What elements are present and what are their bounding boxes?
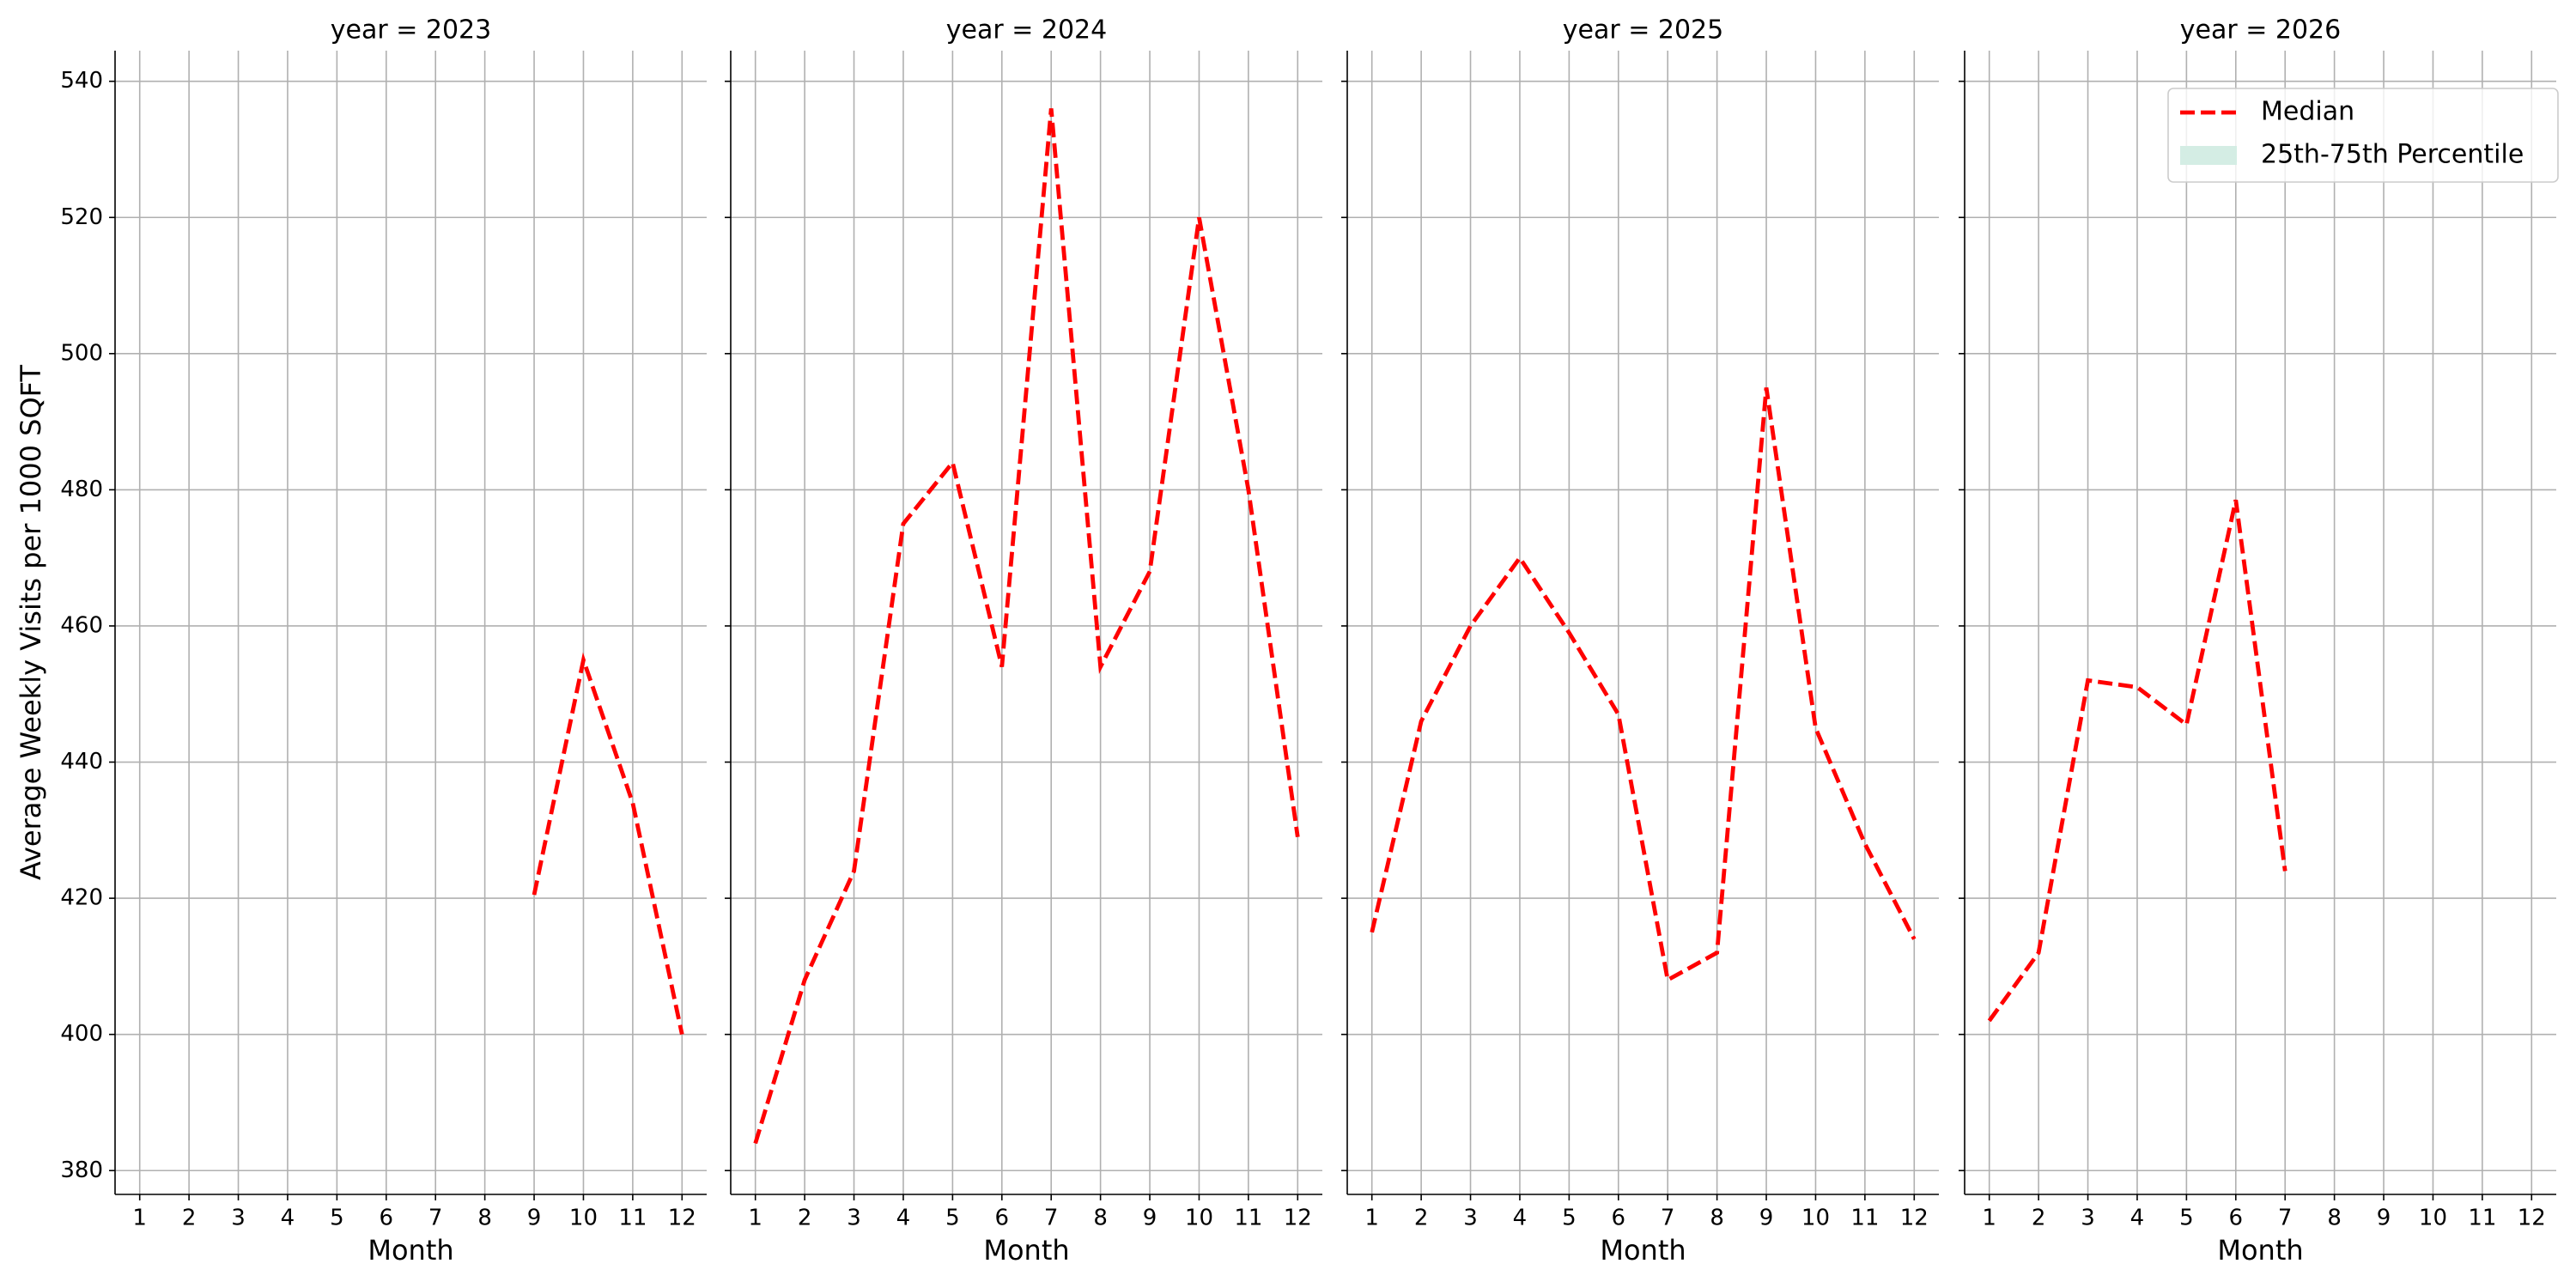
x-tick-label: 11 <box>618 1206 647 1231</box>
x-axis-label: Month <box>983 1234 1069 1267</box>
x-tick-label: 5 <box>945 1206 960 1231</box>
x-tick-label: 10 <box>1185 1206 1213 1231</box>
legend-label: Median <box>2261 97 2354 127</box>
x-tick-label: 7 <box>1661 1206 1675 1231</box>
y-tick-label: 540 <box>60 68 103 94</box>
x-tick-label: 1 <box>1982 1206 1996 1231</box>
x-tick-label: 11 <box>1234 1206 1262 1231</box>
y-tick-label: 440 <box>60 749 103 775</box>
y-tick-label: 420 <box>60 885 103 911</box>
x-tick-label: 10 <box>569 1206 598 1231</box>
y-tick-label: 500 <box>60 340 103 366</box>
x-tick-label: 11 <box>1850 1206 1879 1231</box>
x-tick-label: 10 <box>2419 1206 2447 1231</box>
x-tick-label: 8 <box>1710 1206 1724 1231</box>
x-tick-label: 4 <box>1513 1206 1528 1231</box>
x-tick-label: 3 <box>231 1206 246 1231</box>
x-tick-label: 6 <box>995 1206 1010 1231</box>
x-tick-label: 1 <box>132 1206 147 1231</box>
x-tick-label: 9 <box>2377 1206 2391 1231</box>
median-line <box>1987 499 2287 1023</box>
panel-title: year = 2026 <box>2180 15 2342 46</box>
x-axis-label: Month <box>1600 1234 1686 1267</box>
median-line <box>753 108 1300 1145</box>
median-line <box>532 652 684 1036</box>
legend-box <box>2167 88 2559 183</box>
x-tick-label: 5 <box>1562 1206 1577 1231</box>
x-tick-label: 6 <box>380 1206 394 1231</box>
x-tick-label: 9 <box>527 1206 542 1231</box>
median-line <box>1370 387 1917 983</box>
x-tick-label: 4 <box>281 1206 295 1231</box>
panel-title: year = 2025 <box>1563 15 1724 46</box>
x-tick-label: 7 <box>2278 1206 2293 1231</box>
y-tick-label: 380 <box>60 1157 103 1183</box>
legend-swatch <box>2180 146 2237 165</box>
x-tick-label: 4 <box>896 1206 911 1231</box>
x-tick-label: 3 <box>847 1206 861 1231</box>
x-tick-label: 6 <box>1612 1206 1626 1231</box>
x-tick-label: 1 <box>748 1206 762 1231</box>
x-tick-label: 8 <box>1093 1206 1108 1231</box>
panel-title: year = 2024 <box>946 15 1108 46</box>
x-tick-label: 9 <box>1759 1206 1774 1231</box>
x-tick-label: 11 <box>2468 1206 2496 1231</box>
x-tick-label: 4 <box>2130 1206 2145 1231</box>
legend-label: 25th-75th Percentile <box>2261 140 2524 170</box>
x-axis-label: Month <box>368 1234 453 1267</box>
x-tick-label: 7 <box>1044 1206 1059 1231</box>
x-tick-label: 8 <box>477 1206 492 1231</box>
x-tick-label: 3 <box>2081 1206 2095 1231</box>
x-tick-label: 7 <box>428 1206 443 1231</box>
x-tick-label: 12 <box>2518 1206 2546 1231</box>
x-tick-label: 8 <box>2327 1206 2342 1231</box>
y-axis-label: Average Weekly Visits per 1000 SQFT <box>15 364 47 880</box>
x-tick-label: 6 <box>2229 1206 2244 1231</box>
y-tick-label: 520 <box>60 204 103 230</box>
x-tick-label: 1 <box>1364 1206 1379 1231</box>
x-tick-label: 12 <box>1284 1206 1312 1231</box>
y-tick-label: 480 <box>60 477 103 502</box>
x-tick-label: 10 <box>1801 1206 1830 1231</box>
x-tick-label: 5 <box>330 1206 344 1231</box>
y-tick-label: 460 <box>60 612 103 638</box>
x-tick-label: 9 <box>1143 1206 1157 1231</box>
panel-title: year = 2023 <box>331 15 492 46</box>
x-tick-label: 2 <box>1414 1206 1429 1231</box>
x-axis-label: Month <box>2217 1234 2303 1267</box>
x-tick-label: 2 <box>2032 1206 2046 1231</box>
x-tick-label: 2 <box>798 1206 812 1231</box>
x-tick-label: 2 <box>182 1206 197 1231</box>
x-tick-label: 5 <box>2179 1206 2194 1231</box>
x-tick-label: 3 <box>1463 1206 1478 1231</box>
x-tick-label: 12 <box>1900 1206 1929 1231</box>
y-tick-label: 400 <box>60 1021 103 1047</box>
x-tick-label: 12 <box>668 1206 696 1231</box>
